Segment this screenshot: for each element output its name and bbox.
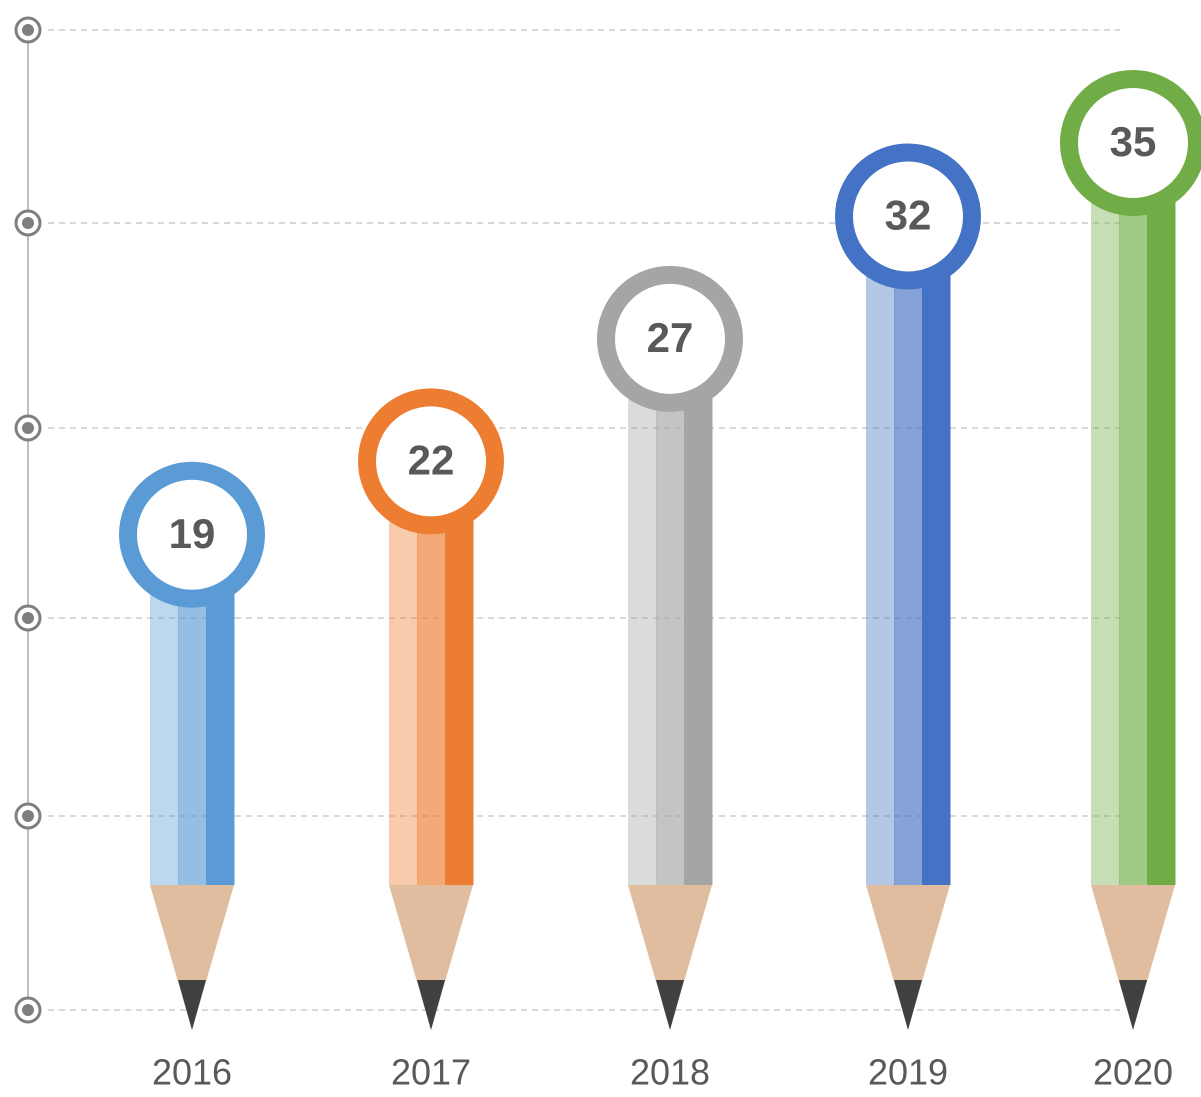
marker-dot [22,612,34,624]
value-label: 32 [885,192,932,239]
pencil-lead [1119,980,1147,1030]
pencil: 19 [128,471,256,1030]
chart: 19 2016 22 2017 27 2018 32 2019 35 2020 [0,0,1201,1097]
pencil-body [684,339,713,885]
pencil: 32 [844,152,972,1030]
pencil-lead [417,980,445,1030]
pencil-lead [894,980,922,1030]
x-tick-label: 2019 [868,1052,948,1093]
pencil: 35 [1069,79,1197,1030]
pencil-stripe [656,339,685,885]
pencil-lead [178,980,206,1030]
x-tick-label: 2018 [630,1052,710,1093]
pencil-stripe [628,339,657,885]
pencil-stripe [866,216,895,885]
x-tick-label: 2020 [1093,1052,1173,1093]
pencil-stripe [1119,143,1148,885]
pencil: 27 [606,275,734,1030]
value-label: 35 [1110,118,1157,165]
value-label: 27 [647,314,694,361]
x-tick-label: 2016 [152,1052,232,1093]
marker-dot [22,1004,34,1016]
marker-dot [22,24,34,36]
pencil-body [1147,143,1176,885]
value-label: 22 [408,436,455,483]
pencil-stripe [1091,143,1120,885]
pencil-stripe [894,216,923,885]
page: {"chart_data": {"type": "bar", "categori… [0,0,1201,1097]
value-label: 19 [169,510,216,557]
pencil-lead [656,980,684,1030]
pencil: 22 [367,397,495,1030]
x-tick-label: 2017 [391,1052,471,1093]
pencil-body [922,216,951,885]
marker-dot [22,810,34,822]
marker-dot [22,422,34,434]
marker-dot [22,217,34,229]
